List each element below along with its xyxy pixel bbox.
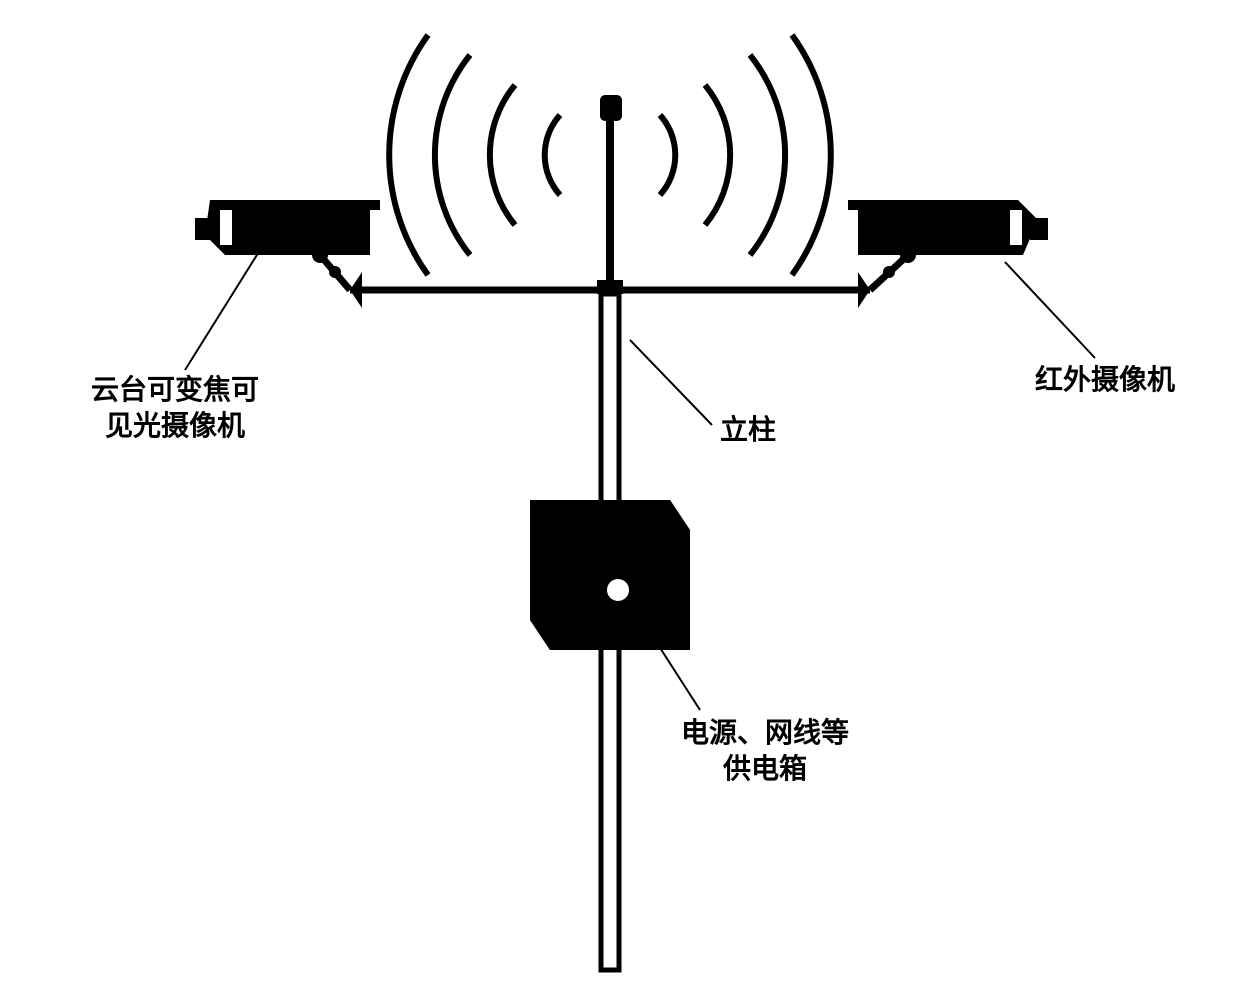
label-left-camera: 云台可变焦可 见光摄像机: [65, 372, 285, 445]
leader-box: [655, 640, 700, 710]
label-pole: 立柱: [720, 412, 776, 448]
antenna-cap: [600, 95, 622, 121]
label-right-camera-text: 红外摄像机: [1035, 364, 1175, 395]
leader-pole: [630, 340, 712, 425]
label-pole-text: 立柱: [720, 414, 776, 445]
diagram-svg: [0, 0, 1240, 997]
left-mount-bracket: [350, 272, 362, 308]
power-box: [530, 500, 690, 650]
leader-left-camera: [185, 250, 260, 370]
diagram-container: 云台可变焦可 见光摄像机 红外摄像机 立柱 电源、网线等 供电箱: [0, 0, 1240, 997]
label-left-camera-line1: 云台可变焦可: [91, 374, 259, 405]
label-left-camera-line2: 见光摄像机: [105, 410, 245, 441]
label-right-camera: 红外摄像机: [1035, 362, 1175, 398]
wireless-signal-right: [660, 35, 831, 275]
label-power-box-line1: 电源、网线等: [681, 717, 849, 748]
ptz-visible-light-camera: [195, 200, 380, 290]
wireless-signal-left: [389, 35, 560, 275]
right-mount-bracket: [858, 272, 870, 308]
label-power-box-line2: 供电箱: [723, 753, 807, 784]
label-power-box: 电源、网线等 供电箱: [655, 715, 875, 788]
leader-right-camera: [1005, 262, 1095, 358]
